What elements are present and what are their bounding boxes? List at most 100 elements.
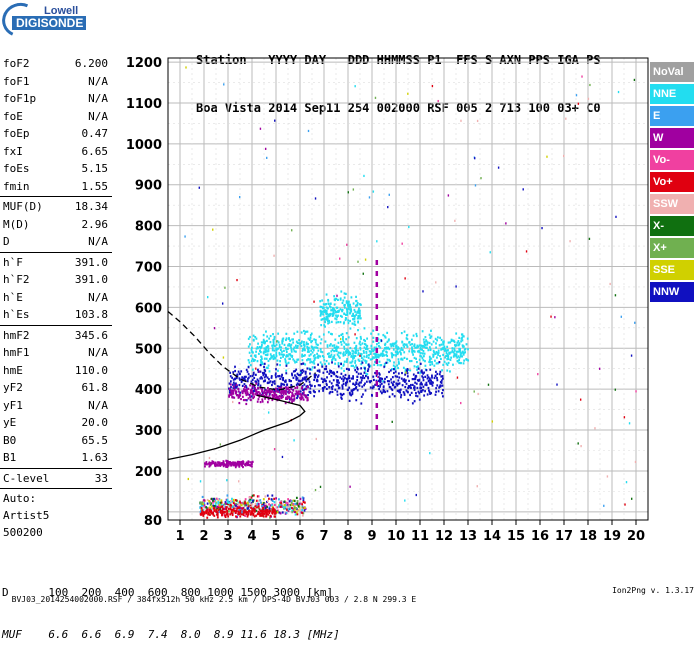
echo-point: [249, 498, 252, 501]
echo-point: [273, 392, 276, 395]
echo-point: [243, 509, 246, 512]
echo-point: [328, 315, 331, 318]
echo-point: [394, 341, 397, 344]
echo-point: [353, 354, 355, 358]
echo-point: [273, 337, 276, 340]
echo-point: [240, 504, 243, 507]
echo-point: [364, 367, 366, 370]
echo-point: [339, 308, 342, 311]
echo-point: [247, 337, 250, 340]
param-row: foE N/A: [0, 108, 112, 126]
echo-point: [380, 382, 383, 385]
echo-point: [373, 352, 375, 355]
autoscaling-info: Auto: Artist5 500200: [0, 490, 112, 541]
echo-point: [334, 317, 337, 320]
echo-point: [325, 317, 327, 321]
echo-point: [394, 350, 397, 353]
echo-point: [260, 501, 262, 504]
echo-point: [382, 349, 385, 352]
echo-point: [357, 352, 360, 355]
echo-point: [225, 498, 228, 501]
echo-point: [398, 376, 401, 379]
echo-point: [292, 502, 295, 506]
echo-point: [226, 494, 229, 497]
echo-point: [376, 363, 379, 367]
echo-point: [620, 315, 623, 318]
echo-point: [250, 506, 252, 509]
x-tick-label: 1: [175, 529, 184, 544]
echo-point: [230, 512, 233, 515]
echo-point: [408, 350, 411, 353]
echo-point: [352, 350, 355, 353]
echo-point: [441, 384, 444, 387]
echo-point: [330, 374, 333, 378]
echo-point: [246, 393, 248, 396]
echo-point: [428, 389, 430, 392]
echo-point: [266, 353, 269, 357]
echo-point: [298, 339, 300, 342]
echo-point: [575, 94, 578, 97]
param-row: yE 20.0: [0, 414, 112, 432]
echo-point: [341, 315, 343, 318]
echo-point: [379, 390, 382, 393]
echo-point: [284, 402, 287, 405]
echo-point: [233, 509, 236, 513]
echo-point: [421, 357, 424, 360]
echo-point: [258, 499, 260, 502]
echo-point: [255, 337, 258, 340]
echo-point: [285, 346, 287, 350]
echo-point: [247, 507, 250, 510]
echo-point: [252, 508, 255, 511]
echo-point: [372, 340, 375, 343]
echo-point: [236, 278, 238, 282]
echo-point: [268, 497, 270, 500]
echo-point: [202, 511, 205, 514]
echo-point: [346, 310, 349, 313]
echo-point: [268, 337, 271, 340]
echo-point: [329, 312, 332, 316]
echo-point: [340, 377, 343, 380]
echo-point: [422, 359, 425, 362]
echo-point: [414, 381, 417, 384]
echo-point: [350, 355, 353, 358]
x-tick-label: 19: [603, 529, 621, 544]
echo-point: [311, 345, 313, 349]
echo-point: [323, 309, 325, 313]
echo-point: [382, 353, 384, 356]
echo-point: [428, 355, 431, 358]
echo-point: [347, 368, 350, 371]
echo-point: [368, 380, 371, 383]
echo-point: [447, 194, 450, 197]
echo-point: [296, 396, 298, 400]
echo-point: [401, 242, 403, 245]
echo-point: [432, 353, 435, 356]
echo-point: [399, 351, 402, 355]
echo-point: [263, 347, 266, 350]
echo-point: [263, 512, 266, 515]
echo-point: [280, 502, 283, 505]
echo-point: [368, 196, 371, 199]
divider: [0, 251, 112, 253]
echo-point: [368, 350, 371, 353]
echo-point: [301, 371, 304, 374]
echo-point: [554, 316, 556, 319]
echo-point: [346, 308, 349, 312]
echo-point: [443, 346, 446, 350]
echo-point: [272, 510, 275, 513]
echo-point: [237, 512, 240, 516]
echo-point: [326, 376, 328, 379]
echo-point: [292, 376, 295, 379]
echo-point: [241, 511, 243, 514]
echo-point: [296, 377, 299, 380]
echo-point: [403, 392, 406, 395]
echo-point: [222, 507, 225, 510]
echo-point: [349, 361, 352, 364]
echo-point: [376, 343, 378, 346]
echo-point: [341, 384, 344, 387]
echo-point: [265, 375, 267, 378]
echo-point: [305, 388, 308, 391]
echo-point: [317, 349, 320, 352]
echo-point: [278, 346, 281, 349]
echo-point: [401, 358, 404, 361]
echo-point: [269, 340, 272, 344]
